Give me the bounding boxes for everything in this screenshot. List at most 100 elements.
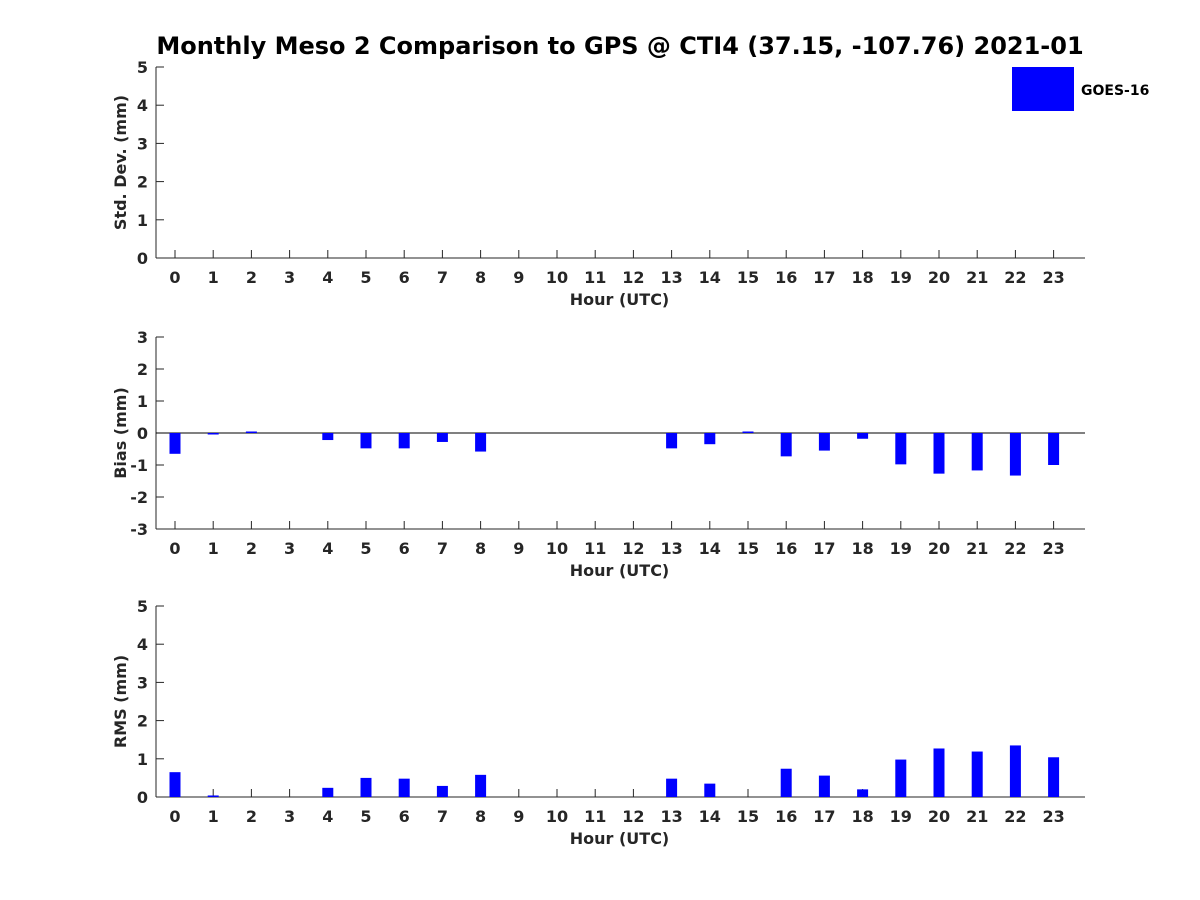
x-tick-label: 21	[966, 539, 988, 558]
x-tick-label: 7	[437, 268, 448, 287]
bar-hour-5	[360, 777, 372, 797]
bar-hour-6	[398, 433, 410, 449]
bar-hour-21	[971, 751, 983, 797]
bar-hour-18	[857, 789, 869, 797]
bar-hour-14	[704, 433, 716, 445]
x-tick-label: 13	[660, 539, 682, 558]
x-tick-label: 20	[928, 268, 950, 287]
bar-hour-23	[1048, 433, 1060, 465]
x-tick-label: 10	[546, 807, 568, 826]
x-tick-label: 8	[475, 268, 486, 287]
x-tick-label: 11	[584, 539, 606, 558]
y-tick-label: 4	[137, 635, 148, 654]
bar-hour-8	[475, 774, 487, 797]
x-tick-label: 6	[399, 268, 410, 287]
legend-label: GOES-16	[1081, 83, 1149, 99]
y-tick-label: 5	[137, 597, 148, 616]
x-tick-label: 1	[208, 539, 219, 558]
y-tick-label: 1	[137, 211, 148, 230]
x-tick-label: 17	[813, 268, 835, 287]
x-tick-label: 18	[851, 539, 873, 558]
bar-hour-17	[818, 433, 830, 451]
bar-hour-13	[666, 778, 678, 797]
bar-hour-16	[780, 768, 792, 797]
bar-hour-4	[322, 787, 334, 797]
x-tick-label: 5	[360, 539, 371, 558]
y-tick-label: 3	[137, 328, 148, 347]
x-tick-label: 0	[169, 539, 180, 558]
x-tick-label: 16	[775, 268, 797, 287]
x-tick-label: 6	[399, 807, 410, 826]
bar-hour-21	[971, 433, 983, 471]
y-tick-label: 2	[137, 712, 148, 731]
bar-hour-14	[704, 783, 716, 797]
y-tick-label: 1	[137, 392, 148, 411]
bar-hour-1	[207, 795, 219, 797]
bar-hour-13	[666, 433, 678, 449]
bar-hour-17	[818, 775, 830, 797]
bar-hour-0	[169, 772, 181, 797]
y-tick-label: -1	[130, 456, 148, 475]
x-tick-label: 5	[360, 807, 371, 826]
legend: GOES-16	[1012, 67, 1149, 111]
x-tick-label: 12	[622, 539, 644, 558]
x-tick-label: 16	[775, 539, 797, 558]
x-tick-label: 15	[737, 807, 759, 826]
x-tick-label: 4	[322, 539, 333, 558]
x-tick-label: 16	[775, 807, 797, 826]
x-tick-label: 10	[546, 539, 568, 558]
x-tick-label: 18	[851, 807, 873, 826]
x-tick-label: 0	[169, 807, 180, 826]
x-tick-label: 20	[928, 539, 950, 558]
y-axis-label: Std. Dev. (mm)	[111, 95, 130, 230]
x-tick-label: 2	[246, 268, 257, 287]
bar-hour-22	[1009, 433, 1021, 476]
x-tick-label: 12	[622, 268, 644, 287]
x-tick-label: 19	[890, 807, 912, 826]
y-tick-label: 1	[137, 750, 148, 769]
bar-hour-6	[398, 778, 410, 797]
x-tick-label: 11	[584, 807, 606, 826]
bar-hour-5	[360, 433, 372, 449]
x-tick-label: 3	[284, 539, 295, 558]
x-tick-label: 15	[737, 539, 759, 558]
bar-hour-22	[1009, 745, 1021, 797]
y-tick-label: 3	[137, 134, 148, 153]
x-tick-label: 13	[660, 268, 682, 287]
x-tick-label: 8	[475, 807, 486, 826]
x-tick-label: 7	[437, 807, 448, 826]
x-tick-label: 7	[437, 539, 448, 558]
x-tick-label: 1	[208, 807, 219, 826]
x-tick-label: 23	[1042, 539, 1064, 558]
x-tick-label: 4	[322, 807, 333, 826]
x-tick-label: 12	[622, 807, 644, 826]
x-tick-label: 21	[966, 268, 988, 287]
x-tick-label: 8	[475, 539, 486, 558]
x-tick-label: 1	[208, 268, 219, 287]
x-tick-label: 17	[813, 807, 835, 826]
x-tick-label: 2	[246, 807, 257, 826]
y-tick-label: 0	[137, 249, 148, 268]
y-tick-label: 5	[137, 58, 148, 77]
bar-hour-0	[169, 433, 181, 454]
bar-hour-7	[436, 433, 448, 442]
bar-hour-15	[742, 431, 754, 433]
bar-hour-20	[933, 748, 945, 797]
bar-hour-19	[895, 759, 907, 797]
x-tick-label: 22	[1004, 539, 1026, 558]
y-tick-label: -3	[130, 520, 148, 539]
legend-swatch	[1012, 67, 1074, 111]
x-tick-label: 19	[890, 268, 912, 287]
x-tick-label: 22	[1004, 268, 1026, 287]
x-tick-label: 3	[284, 268, 295, 287]
y-tick-label: 4	[137, 96, 148, 115]
y-tick-label: -2	[130, 488, 148, 507]
x-tick-label: 23	[1042, 807, 1064, 826]
y-tick-label: 3	[137, 673, 148, 692]
y-tick-label: 0	[137, 788, 148, 807]
x-tick-label: 9	[513, 268, 524, 287]
x-axis-label: Hour (UTC)	[570, 829, 670, 848]
